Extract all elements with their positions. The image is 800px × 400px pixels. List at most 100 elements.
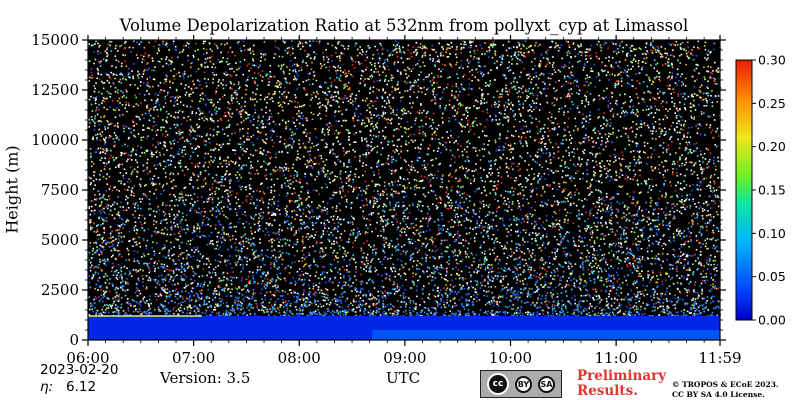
- noise-pixel: [234, 132, 236, 134]
- noise-pixel: [114, 116, 117, 119]
- noise-pixel: [403, 204, 405, 207]
- noise-pixel: [117, 100, 119, 102]
- noise-pixel: [304, 246, 306, 249]
- noise-pixel: [136, 175, 138, 178]
- noise-pixel: [614, 148, 616, 151]
- noise-pixel: [311, 61, 313, 64]
- noise-pixel: [680, 128, 682, 130]
- noise-pixel: [244, 49, 246, 51]
- noise-pixel: [521, 54, 523, 56]
- noise-pixel: [278, 277, 280, 280]
- noise-pixel: [302, 105, 304, 107]
- noise-pixel: [430, 99, 433, 102]
- noise-pixel: [96, 309, 99, 312]
- noise-pixel: [197, 283, 199, 285]
- noise-pixel: [290, 134, 293, 137]
- noise-pixel: [98, 120, 101, 122]
- noise-pixel: [589, 182, 591, 185]
- noise-pixel: [599, 170, 602, 172]
- noise-pixel: [415, 273, 417, 276]
- noise-pixel: [676, 122, 678, 125]
- noise-pixel: [306, 119, 308, 122]
- noise-pixel: [278, 123, 281, 126]
- noise-pixel: [148, 309, 150, 311]
- noise-pixel: [698, 295, 700, 297]
- noise-pixel: [223, 233, 226, 235]
- noise-pixel: [436, 233, 439, 236]
- noise-pixel: [227, 198, 229, 201]
- noise-pixel: [335, 241, 338, 243]
- noise-pixel: [509, 191, 512, 194]
- noise-pixel: [527, 90, 529, 92]
- noise-pixel: [444, 203, 446, 206]
- noise-pixel: [491, 225, 493, 228]
- noise-pixel: [626, 205, 628, 208]
- noise-pixel: [699, 125, 702, 127]
- noise-pixel: [157, 49, 160, 51]
- noise-pixel: [492, 40, 495, 42]
- noise-pixel: [501, 296, 504, 298]
- noise-pixel: [102, 196, 104, 199]
- noise-pixel: [550, 292, 552, 294]
- noise-pixel: [253, 118, 255, 120]
- noise-pixel: [427, 147, 430, 150]
- noise-pixel: [138, 242, 141, 244]
- noise-pixel: [158, 104, 161, 106]
- noise-pixel: [549, 154, 551, 156]
- noise-pixel: [246, 194, 249, 197]
- noise-pixel: [95, 241, 97, 244]
- noise-pixel: [701, 226, 704, 228]
- noise-pixel: [409, 242, 412, 245]
- noise-pixel: [632, 196, 635, 199]
- noise-pixel: [260, 132, 263, 134]
- noise-pixel: [641, 68, 643, 71]
- noise-pixel: [230, 96, 233, 98]
- noise-pixel: [389, 201, 391, 204]
- noise-pixel: [110, 135, 113, 138]
- noise-pixel: [624, 93, 626, 96]
- noise-pixel: [480, 192, 483, 194]
- noise-pixel: [471, 69, 473, 71]
- noise-pixel: [434, 295, 437, 298]
- noise-pixel: [605, 280, 608, 283]
- noise-pixel: [523, 194, 525, 197]
- noise-pixel: [151, 178, 154, 180]
- noise-pixel: [95, 40, 97, 43]
- noise-pixel: [506, 256, 509, 259]
- noise-pixel: [442, 144, 444, 146]
- noise-pixel: [142, 129, 144, 131]
- noise-pixel: [568, 252, 571, 255]
- noise-pixel: [479, 201, 481, 203]
- noise-pixel: [269, 222, 271, 225]
- noise-pixel: [573, 202, 575, 205]
- noise-pixel: [536, 286, 538, 288]
- noise-pixel: [488, 264, 491, 266]
- noise-pixel: [599, 46, 602, 48]
- noise-pixel: [644, 152, 647, 154]
- noise-pixel: [309, 139, 312, 142]
- noise-pixel: [427, 296, 429, 299]
- noise-pixel: [600, 268, 602, 271]
- noise-pixel: [404, 263, 407, 265]
- noise-pixel: [379, 194, 382, 197]
- noise-pixel: [382, 47, 384, 50]
- noise-pixel: [283, 102, 286, 104]
- noise-pixel: [586, 168, 588, 171]
- noise-pixel: [521, 292, 524, 295]
- noise-pixel: [483, 143, 485, 145]
- noise-pixel: [118, 240, 121, 243]
- noise-pixel: [114, 288, 117, 291]
- noise-pixel: [166, 222, 168, 224]
- noise-pixel: [256, 149, 258, 152]
- noise-pixel: [266, 249, 269, 251]
- noise-pixel: [274, 170, 277, 172]
- noise-pixel: [170, 160, 172, 162]
- noise-pixel: [146, 172, 149, 175]
- noise-pixel: [421, 225, 424, 228]
- noise-pixel: [675, 107, 678, 110]
- noise-pixel: [337, 257, 339, 259]
- noise-pixel: [208, 138, 210, 140]
- noise-pixel: [103, 194, 105, 196]
- noise-pixel: [399, 49, 401, 51]
- noise-pixel: [516, 57, 519, 60]
